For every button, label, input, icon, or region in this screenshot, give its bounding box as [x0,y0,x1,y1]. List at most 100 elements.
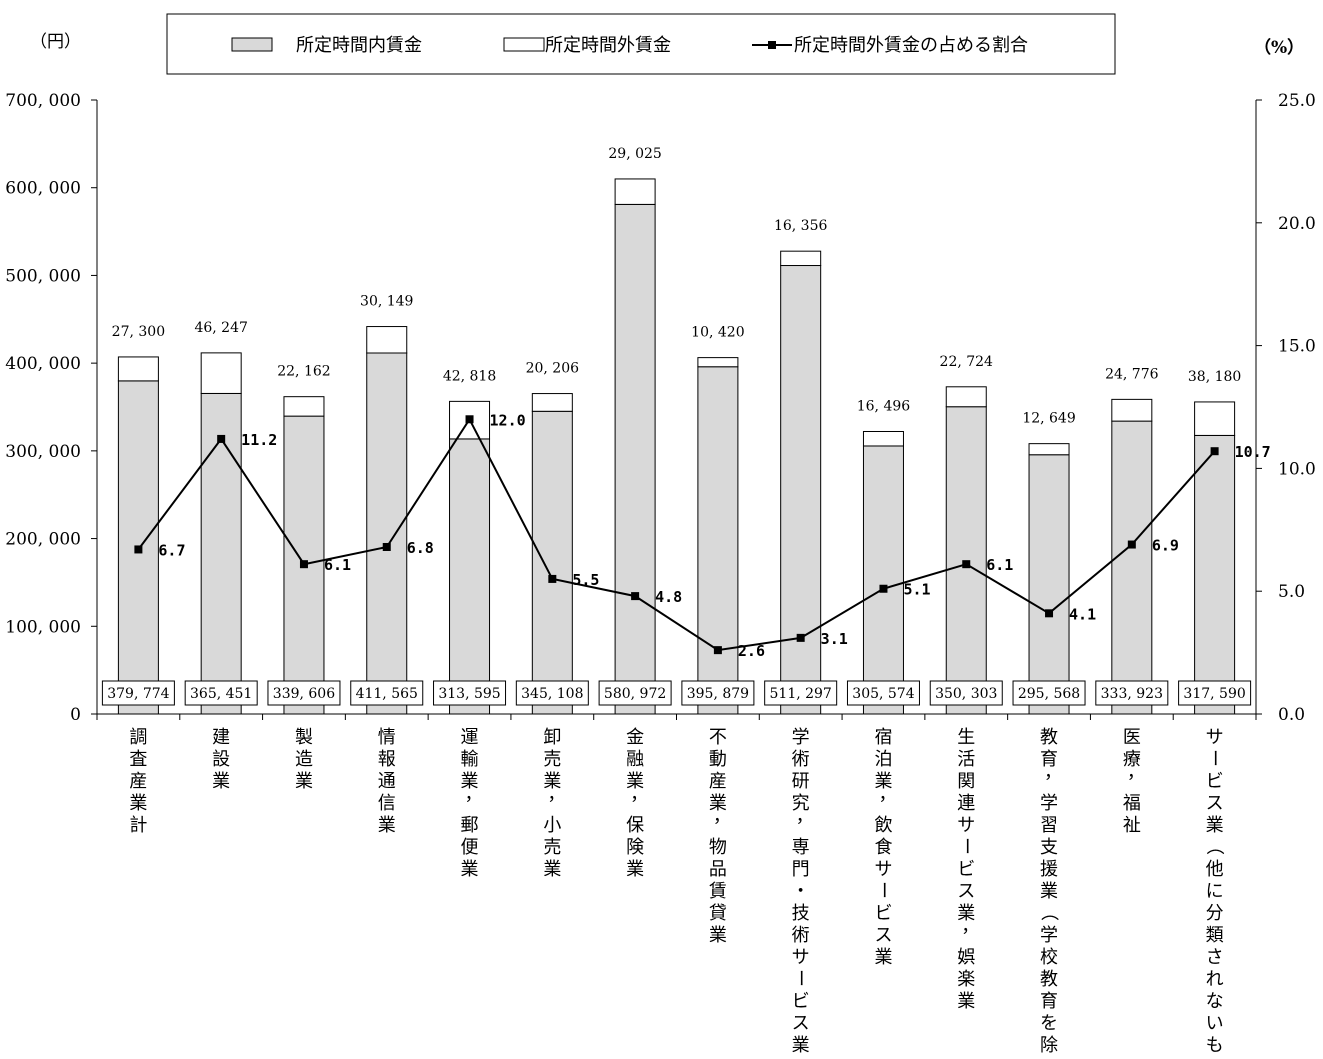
in-hours-wage-value-box [1178,680,1252,706]
category-label-char: 除 [1040,1035,1058,1055]
category-label-char: 教 [1040,727,1058,748]
ratio-point [548,574,557,583]
category-label-char: 保 [626,815,644,836]
overtime-wage-value-label: 20, 206 [526,361,580,377]
in-hours-wage-value-label: 333, 923 [1101,686,1163,702]
category-label-char: 飲 [874,815,892,836]
category-label-char: 売 [543,749,561,770]
category-label-char: ー [790,969,811,987]
category-label-char: 業 [461,859,479,880]
in-hours-wage-value-label: 350, 303 [935,686,997,702]
category-label-char: ， [961,916,979,937]
category-labels: 調査産業計建設業製造業情報通信業運輸業，郵便業卸売業，小売業金融業，保険業不動産… [129,727,1225,1059]
legend-label-overtime-wage: 所定時間外賃金 [545,35,671,56]
category-label-char: 祉 [1123,815,1141,836]
category-label-char: 教 [1040,969,1058,990]
category-label-char: 業 [626,771,644,792]
category-label-char: 売 [543,837,561,858]
category-label-char: 業 [543,859,561,880]
category-label: 医療， 福祉 [1123,727,1145,836]
category-label-char: 究 [792,793,810,814]
bar-overtime-wage [780,250,822,267]
category-label-char: 業 [1206,815,1224,836]
ratio-value-label: 4.8 [655,588,682,606]
ratio-value-label: 6.1 [986,556,1013,574]
category-label-char: 業 [626,859,644,880]
category-label-char: 業 [543,771,561,792]
category-label-char: 業 [295,771,313,792]
category-label-char: 建 [212,727,230,748]
ratio-value-label: 12.0 [490,411,526,429]
overtime-wage-value-label: 24, 776 [1105,366,1159,382]
legend-box [166,13,1116,75]
in-hours-wage-value-label: 313, 595 [438,686,500,702]
category-label-char: 学 [1040,925,1058,946]
ratio-value-label: 6.7 [158,541,185,559]
category-label-char: ， [630,784,648,805]
category-label-char: 関 [957,771,975,792]
bar-overtime-wage [1111,398,1153,422]
category-label-char: 技 [792,903,810,924]
category-label-char: 育 [1040,991,1058,1012]
category-label-char: ビ [792,991,810,1012]
in-hours-wage-value-label: 305, 574 [852,686,914,702]
ratio-value-label: 6.8 [407,539,434,557]
bar-in-hours-wage [614,203,656,715]
y-right-tick-label: 20.0 [1278,214,1316,234]
category-label-char: ス [792,1013,810,1034]
category-label-char: サ [957,815,975,836]
category-label-char: 査 [129,749,147,770]
y-left-tick-label: 300, 000 [5,442,81,462]
category-label-char: 郵 [461,815,479,836]
category-label-char: 学 [1040,793,1058,814]
category-label-char: 情 [378,727,396,748]
overtime-wage-value-label: 29, 025 [608,146,661,162]
ratio-line [137,417,1216,652]
overtime-wage-value-label: 22, 724 [940,354,994,370]
y-right-unit-label: （%） [1254,37,1304,58]
category-label-char: 通 [378,771,396,792]
category-label-char: に [1206,881,1224,902]
bar-overtime-wage [117,356,159,382]
category-label-char: 宿 [874,727,892,748]
overtime-wage-value-label: 27, 300 [112,324,165,340]
in-hours-wage-value-label: 339, 606 [273,686,335,702]
category-label-char: ， [878,784,896,805]
y-right-tick-label: 15.0 [1278,337,1316,357]
category-label-char: ス [874,925,892,946]
data-labels: 27, 300 379, 774 46, 247 365, 451 22, 162 339… [101,146,1252,706]
legend: 所定時間内賃金 所定時間外賃金 所定時間外賃金の占める割合 [166,13,1116,75]
bar-in-hours-wage [780,265,822,715]
y-right-tick-label: 10.0 [1278,459,1316,479]
bar-in-hours-wage [531,410,573,715]
y-right-tick-label: 25.0 [1278,91,1316,111]
category-label: 製造業 [295,727,313,792]
ratio-value-label: 5.5 [572,571,599,589]
category-label-char: サ [874,859,892,880]
category-label-char: 泊 [874,749,892,770]
category-label-char: 活 [957,749,975,770]
in-hours-wage-value-box [101,680,175,706]
y-right-tick-label: 5.0 [1278,582,1305,602]
legend-label-ratio: 所定時間外賃金の占める割合 [794,35,1028,56]
bar-overtime-wage [366,326,408,354]
y-left-tick-label: 400, 000 [5,354,81,374]
bar-overtime-wage [1194,401,1236,436]
category-label-char: 物 [709,837,727,858]
category-label-char: 業 [874,947,892,968]
category-label-char: 金 [626,727,644,748]
y-left-tick-label: 0 [70,705,81,725]
category-label-char: 研 [792,771,810,792]
in-hours-wage-value-label: 379, 774 [107,686,169,702]
bar-overtime-wage [945,386,987,408]
bars [117,178,1236,715]
in-hours-wage-value-box [598,680,672,706]
category-label-char: 産 [129,771,147,792]
category-label-char: ， [547,784,565,805]
